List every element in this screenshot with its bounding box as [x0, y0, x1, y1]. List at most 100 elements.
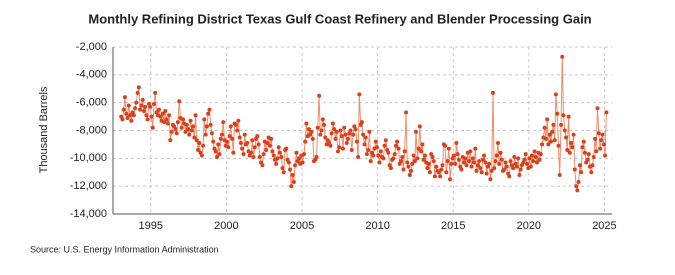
data-point — [144, 113, 149, 118]
data-point — [451, 153, 456, 158]
data-point — [547, 132, 552, 137]
data-point — [440, 163, 445, 168]
data-point — [361, 132, 366, 137]
data-point — [373, 139, 378, 144]
data-point — [417, 124, 422, 129]
data-point — [416, 146, 421, 151]
data-point — [344, 141, 349, 146]
data-point — [177, 99, 182, 104]
data-point — [470, 156, 475, 161]
data-point — [411, 153, 416, 158]
x-tick-label: 2005 — [290, 220, 314, 232]
data-point — [236, 118, 241, 123]
data-point — [228, 124, 233, 129]
data-point — [124, 111, 129, 116]
data-point — [504, 164, 509, 169]
data-point — [464, 163, 469, 168]
data-point — [304, 121, 309, 126]
data-point — [550, 129, 555, 134]
data-point — [338, 128, 343, 133]
data-point — [443, 143, 448, 148]
data-point — [342, 125, 347, 130]
data-point — [303, 139, 308, 144]
data-point — [330, 121, 335, 126]
data-point — [527, 156, 532, 161]
data-point — [377, 160, 382, 165]
data-point — [383, 138, 388, 143]
data-point — [211, 139, 216, 144]
data-point — [264, 147, 269, 152]
data-point — [122, 95, 127, 100]
data-point — [120, 117, 125, 122]
data-point — [150, 125, 155, 130]
chart-title: Monthly Refining District Texas Gulf Coa… — [88, 11, 591, 26]
data-point — [512, 154, 517, 159]
data-point — [174, 131, 179, 136]
data-point — [559, 122, 564, 127]
data-point — [218, 136, 223, 141]
data-point — [436, 170, 441, 175]
data-point — [351, 132, 356, 137]
data-point — [167, 113, 172, 118]
data-point — [381, 156, 386, 161]
x-tick-label: 2000 — [214, 220, 238, 232]
data-point — [439, 167, 444, 172]
data-point — [231, 150, 236, 155]
data-point — [545, 117, 550, 122]
data-point — [260, 163, 265, 168]
data-point — [134, 100, 139, 105]
data-point — [204, 124, 209, 129]
data-point — [314, 154, 319, 159]
data-point — [208, 122, 213, 127]
data-point — [522, 157, 527, 162]
data-point — [339, 134, 344, 139]
data-point — [474, 168, 479, 173]
data-point — [149, 114, 154, 119]
data-point — [354, 139, 359, 144]
data-point — [371, 153, 376, 158]
data-point — [507, 174, 512, 179]
data-point — [487, 161, 492, 166]
data-point — [203, 132, 208, 137]
data-point — [557, 173, 562, 178]
data-point — [375, 145, 380, 150]
data-point — [143, 104, 148, 109]
data-point — [310, 136, 315, 141]
data-point — [555, 111, 560, 116]
data-point — [456, 157, 461, 162]
data-point — [235, 128, 240, 133]
data-point — [280, 166, 285, 171]
data-point — [349, 147, 354, 152]
data-point — [415, 156, 420, 161]
data-point — [291, 179, 296, 184]
data-point — [340, 146, 345, 151]
data-point — [438, 174, 443, 179]
data-point — [391, 156, 396, 161]
data-point — [129, 118, 134, 123]
data-point — [322, 122, 327, 127]
data-point — [189, 128, 194, 133]
data-point — [238, 141, 243, 146]
data-point — [448, 177, 453, 182]
data-point — [488, 177, 493, 182]
data-point — [422, 153, 427, 158]
data-point — [194, 138, 199, 143]
data-point — [582, 150, 587, 155]
data-point — [241, 152, 246, 157]
data-point — [378, 149, 383, 154]
data-point — [570, 145, 575, 150]
data-point — [334, 129, 339, 134]
data-point — [479, 170, 484, 175]
data-point — [444, 170, 449, 175]
data-point — [333, 136, 338, 141]
data-point — [495, 141, 500, 146]
data-point — [290, 173, 295, 178]
data-point — [482, 153, 487, 158]
data-point — [382, 143, 387, 148]
data-point — [454, 141, 459, 146]
y-tick-label: -2,000 — [76, 41, 107, 53]
data-point — [192, 135, 197, 140]
data-point — [534, 160, 539, 165]
data-point — [502, 167, 507, 172]
data-point — [574, 184, 579, 189]
